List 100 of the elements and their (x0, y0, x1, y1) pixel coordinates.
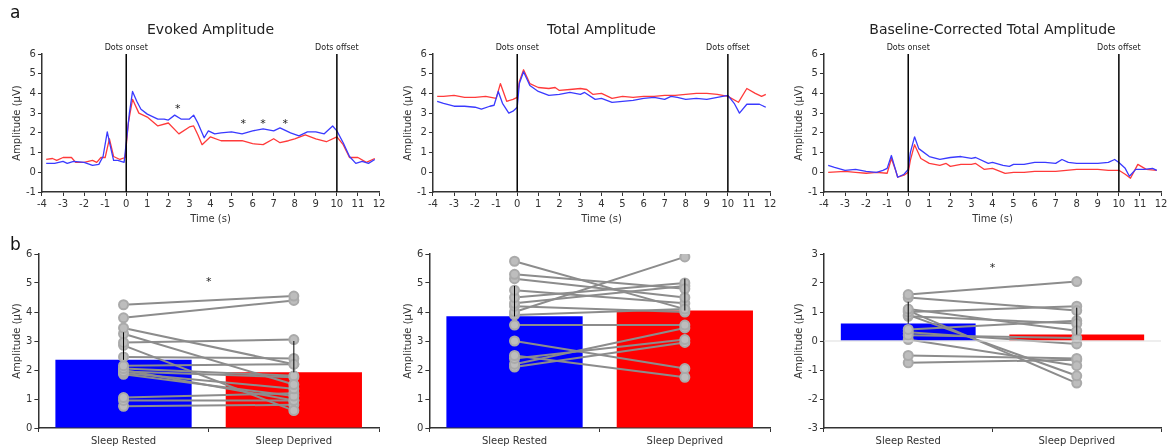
y-axis-title: Amplitude (μV) (401, 303, 413, 379)
x-tick-label: -3 (840, 197, 851, 209)
y-tick-label: 1 (416, 392, 424, 404)
y-axis-title: Amplitude (μV) (10, 85, 22, 161)
x-axis-title: Time (s) (971, 212, 1013, 224)
x-tick-label: -4 (427, 197, 438, 209)
x-tick-label: 8 (291, 197, 298, 209)
annotation: * (260, 116, 267, 130)
annotation: * (205, 274, 212, 288)
y-tick-label: -1 (807, 363, 818, 375)
x-tick-label: -3 (58, 197, 69, 209)
y-axis-title: Amplitude (μV) (792, 85, 804, 161)
y-tick-label: 1 (29, 146, 36, 158)
y-tick-label: 0 (416, 421, 424, 433)
y-tick-label: -1 (416, 185, 427, 197)
y-tick-label: 3 (416, 334, 424, 346)
y-tick-label: 0 (420, 165, 427, 177)
x-tick-label: -2 (79, 197, 90, 209)
y-tick-label: 5 (420, 67, 427, 79)
y-tick-label: 4 (420, 87, 427, 99)
x-tick-label: 4 (598, 197, 605, 209)
y-tick-label: 5 (29, 67, 36, 79)
y-axis-title: Amplitude (μV) (10, 303, 22, 379)
x-tick-label: 3 (186, 197, 193, 209)
x-tick-label: 2 (947, 197, 954, 209)
y-tick-label: 1 (811, 146, 818, 158)
y-tick-label: 6 (811, 47, 818, 59)
y-tick-label: 0 (29, 165, 36, 177)
x-tick-label: 4 (207, 197, 214, 209)
x-tick-label: 7 (1052, 197, 1059, 209)
x-tick-label: 6 (249, 197, 256, 209)
x-tick-label: 3 (968, 197, 975, 209)
ref-line-label: Dots onset (886, 43, 930, 53)
x-tick-label: 12 (372, 197, 386, 209)
x-tick-label: 10 (721, 197, 735, 209)
y-axis-title: Amplitude (μV) (401, 85, 413, 161)
x-tick-label: -2 (470, 197, 481, 209)
y-tick-label: 2 (811, 126, 818, 138)
y-tick-label: 3 (811, 106, 818, 118)
x-tick-label: 3 (577, 197, 584, 209)
y-tick-label: -1 (25, 185, 36, 197)
chart-title: Total Amplitude (546, 20, 657, 39)
x-tick-label: 1 (144, 197, 151, 209)
y-tick-label: 1 (811, 305, 818, 317)
ref-line-label: Dots offset (315, 43, 359, 53)
y-tick-label: 4 (811, 87, 818, 99)
x-tick-label: -1 (491, 197, 502, 209)
y-tick-label: 1 (420, 146, 427, 158)
x-tick-label: 1 (926, 197, 933, 209)
x-axis-title: Time (s) (189, 212, 231, 224)
text: a (10, 2, 21, 22)
y-tick-label: 1 (25, 392, 33, 404)
x-tick-label: 0 (123, 197, 130, 209)
ref-line-label: Dots offset (706, 43, 750, 53)
x-tick-label: 10 (1112, 197, 1126, 209)
x-tick-label: 9 (703, 197, 710, 209)
x-tick-label: Sleep Deprived (1038, 434, 1115, 446)
x-tick-label: -1 (100, 197, 111, 209)
y-tick-label: 3 (29, 106, 36, 118)
y-tick-label: 2 (29, 126, 36, 138)
x-tick-label: -4 (818, 197, 829, 209)
x-tick-label: 9 (1094, 197, 1101, 209)
x-tick-label: 6 (640, 197, 647, 209)
x-tick-label: 11 (1133, 197, 1147, 209)
y-tick-label: 2 (25, 363, 33, 375)
x-tick-label: 12 (1154, 197, 1168, 209)
chart-title: Evoked Amplitude (146, 20, 275, 39)
x-tick-label: 2 (165, 197, 172, 209)
x-tick-label: 5 (619, 197, 626, 209)
x-tick-label: 10 (330, 197, 344, 209)
x-tick-label: Sleep Rested (875, 434, 941, 446)
annotation: * (240, 116, 247, 130)
y-tick-label: 5 (416, 276, 424, 288)
x-tick-label: -2 (861, 197, 872, 209)
annotation: * (282, 116, 289, 130)
y-tick-label: 4 (25, 305, 33, 317)
y-tick-label: 6 (25, 247, 33, 259)
annotation: * (989, 260, 996, 274)
x-tick-label: 6 (1031, 197, 1038, 209)
x-tick-label: 5 (1010, 197, 1017, 209)
y-tick-label: 6 (416, 247, 424, 259)
y-tick-label: 2 (420, 126, 427, 138)
y-tick-label: 4 (29, 87, 36, 99)
y-tick-label: 3 (811, 247, 818, 259)
y-tick-label: 3 (420, 106, 427, 118)
text: b (10, 234, 21, 254)
y-tick-label: 2 (416, 363, 424, 375)
ref-line-label: Dots offset (1097, 43, 1141, 53)
x-tick-label: 12 (763, 197, 777, 209)
x-tick-label: 2 (556, 197, 563, 209)
y-tick-label: 6 (29, 47, 36, 59)
y-axis-title: Amplitude (μV) (792, 303, 804, 379)
y-tick-label: 6 (420, 47, 427, 59)
x-tick-label: 8 (682, 197, 689, 209)
x-tick-label: 9 (312, 197, 319, 209)
x-axis-title: Time (s) (580, 212, 622, 224)
x-tick-label: 7 (661, 197, 668, 209)
y-tick-label: 3 (25, 334, 33, 346)
x-tick-label: -3 (449, 197, 460, 209)
ref-line-label: Dots onset (495, 43, 539, 53)
